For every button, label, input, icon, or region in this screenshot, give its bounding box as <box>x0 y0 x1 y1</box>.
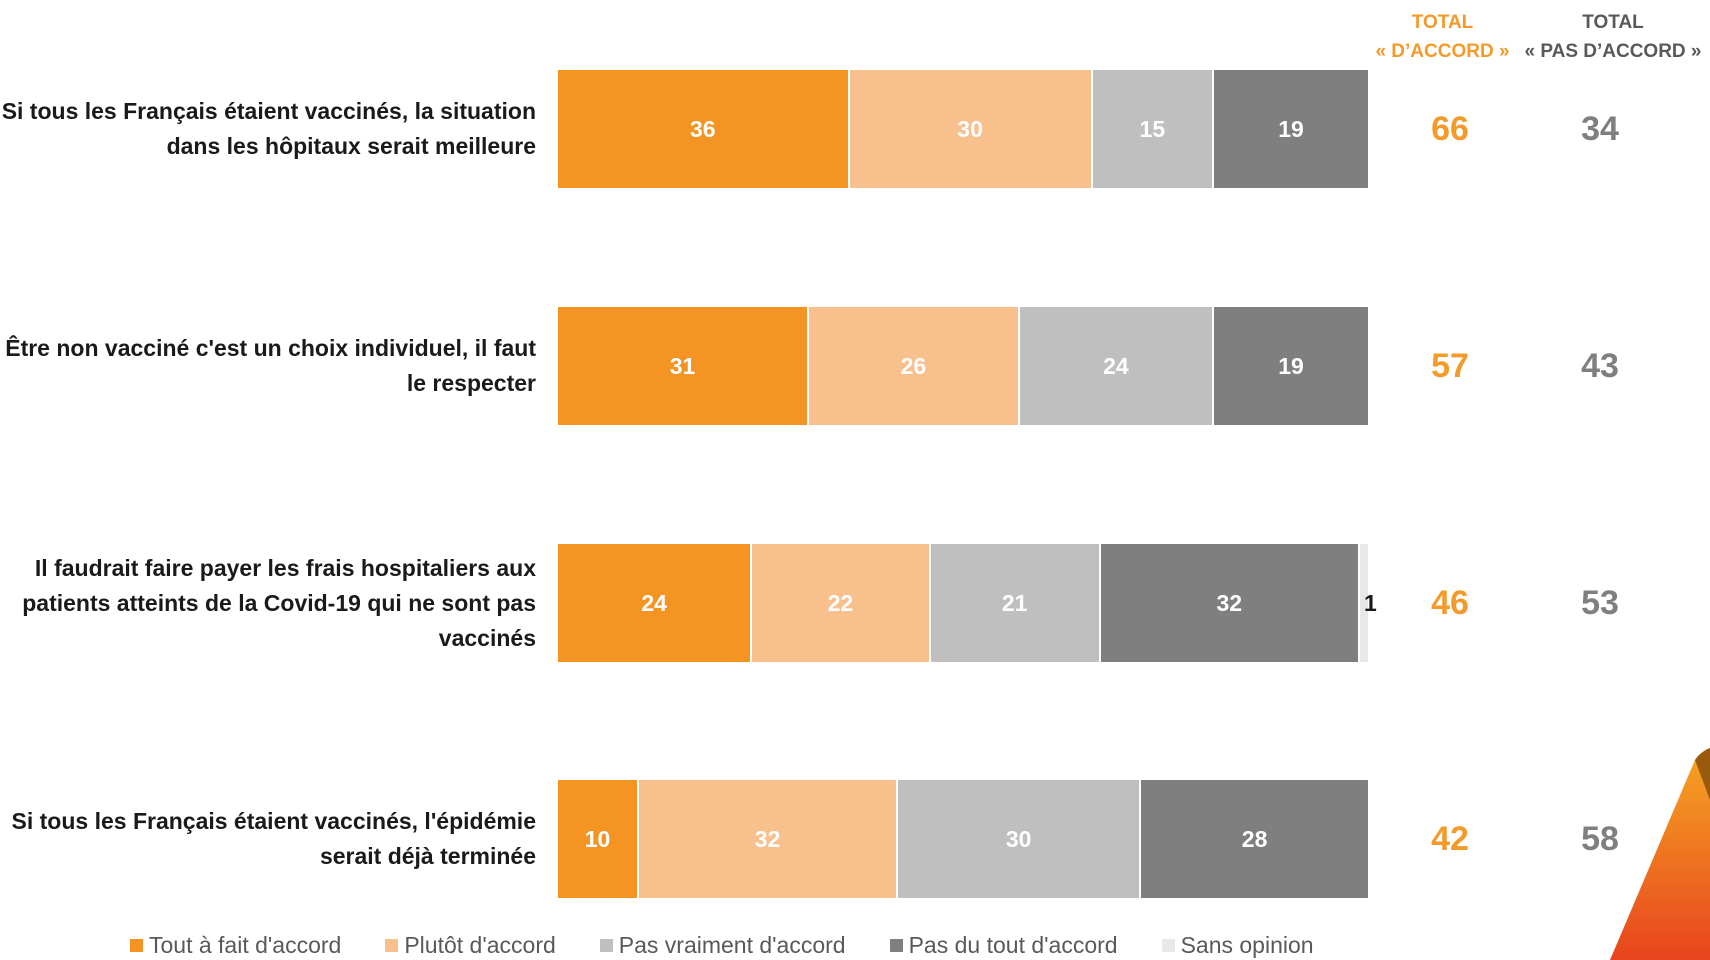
data-label: 26 <box>900 352 927 379</box>
brand-stripe-logo <box>1610 748 1710 960</box>
legend-item: Pas du tout d'accord <box>889 931 1118 959</box>
total-agree-value: 57 <box>1431 346 1469 385</box>
bar-segment-plutot-d-accord: 32 <box>639 780 899 898</box>
chart-row: Il faudrait faire payer les frais hospit… <box>0 544 1710 662</box>
data-label: 31 <box>669 352 696 379</box>
legend-swatch <box>889 938 903 952</box>
header-total-agree-line1: TOTAL <box>1411 12 1474 33</box>
header-total-agree: TOTAL « D’ACCORD » <box>1370 8 1515 66</box>
data-label: 22 <box>827 589 854 616</box>
total-agree-value: 46 <box>1431 583 1469 622</box>
total-disagree-value: 34 <box>1581 109 1619 148</box>
legend-item: Plutôt d'accord <box>385 931 556 959</box>
legend-label: Tout à fait d'accord <box>149 931 342 958</box>
total-disagree-value: 43 <box>1581 346 1619 385</box>
category-label: Si tous les Français étaient vaccinés, l… <box>11 808 536 869</box>
bar-segment-pas-du-tout-d-accord: 28 <box>1141 780 1368 898</box>
legend-label: Pas vraiment d'accord <box>618 931 846 958</box>
stacked-bar: 24 22 21 32 1 <box>558 544 1377 662</box>
legend-label: Pas du tout d'accord <box>908 931 1118 958</box>
data-label: 1 <box>1363 589 1377 616</box>
bar-segment-tout-a-fait-d-accord: 31 <box>558 307 810 425</box>
bar-segment-pas-vraiment-d-accord: 30 <box>898 780 1142 898</box>
legend-item: Tout à fait d'accord <box>130 932 341 959</box>
bar-segment-pas-vraiment-d-accord: 15 <box>1092 70 1215 188</box>
chart-legend: Tout à fait d'accord Plutôt d'accord Pas v… <box>130 930 1358 960</box>
data-label: 30 <box>1005 825 1032 852</box>
legend-swatch <box>385 938 399 952</box>
bar-segment-plutot-d-accord: 22 <box>752 544 931 662</box>
bar-segment-pas-vraiment-d-accord: 21 <box>930 544 1101 662</box>
data-label: 10 <box>584 825 611 852</box>
header-total-disagree: TOTAL « PAS D’ACCORD » <box>1516 8 1710 66</box>
data-label: 19 <box>1278 115 1304 142</box>
chart-row: Si tous les Français étaient vaccinés, l… <box>0 70 1710 188</box>
chart-row: Si tous les Français étaient vaccinés, l… <box>0 780 1710 898</box>
data-label: 36 <box>690 115 716 142</box>
bar-segment-pas-du-tout-d-accord: 32 <box>1100 544 1360 662</box>
legend-swatch <box>1161 938 1175 952</box>
header-total-disagree-line1: TOTAL <box>1582 12 1644 33</box>
legend-item: Sans opinion <box>1161 931 1314 959</box>
legend-swatch <box>130 938 143 952</box>
legend-label: Sans opinion <box>1180 931 1314 958</box>
legend-label: Plutôt d'accord <box>404 931 556 958</box>
header-total-agree-line2: « D’ACCORD » <box>1375 41 1510 62</box>
bar-segment-tout-a-fait-d-accord: 10 <box>558 780 639 898</box>
data-label: 28 <box>1241 825 1268 852</box>
category-label: Être non vacciné c'est un choix individu… <box>5 335 536 396</box>
data-label: 32 <box>754 825 781 852</box>
category-label: Il faudrait faire payer les frais hospit… <box>22 554 536 651</box>
total-disagree-value: 53 <box>1581 583 1619 622</box>
data-label: 24 <box>641 589 667 616</box>
total-agree-value: 66 <box>1431 109 1469 148</box>
bar-segment-plutot-d-accord: 30 <box>849 70 1093 188</box>
data-label: 32 <box>1216 589 1243 616</box>
stacked-bar: 31 26 24 19 <box>558 307 1368 425</box>
data-label: 21 <box>1001 589 1028 616</box>
bar-segment-tout-a-fait-d-accord: 36 <box>558 70 850 188</box>
chart-row: Être non vacciné c'est un choix individu… <box>0 307 1710 425</box>
data-label: 24 <box>1103 352 1129 379</box>
bar-segment-pas-vraiment-d-accord: 24 <box>1019 307 1215 425</box>
data-label: 30 <box>957 115 983 142</box>
bar-segment-pas-du-tout-d-accord: 19 <box>1214 307 1368 425</box>
total-disagree-value: 58 <box>1581 819 1619 858</box>
bar-segment-tout-a-fait-d-accord: 24 <box>558 544 753 662</box>
data-label: 19 <box>1278 352 1304 379</box>
legend-item: Pas vraiment d'accord <box>599 931 846 959</box>
bar-segment-plutot-d-accord: 26 <box>809 307 1020 425</box>
bar-segment-sans-opinion: 1 <box>1359 544 1377 662</box>
stacked-bar: 36 30 15 19 <box>558 70 1368 188</box>
legend-swatch <box>599 938 613 952</box>
bar-segment-pas-du-tout-d-accord: 19 <box>1214 70 1368 188</box>
header-total-disagree-line2: « PAS D’ACCORD » <box>1524 41 1702 62</box>
stacked-bar: 10 32 30 28 <box>558 780 1368 898</box>
total-agree-value: 42 <box>1431 819 1469 858</box>
category-label: Si tous les Français étaient vaccinés, l… <box>1 98 536 159</box>
data-label: 15 <box>1139 115 1166 142</box>
